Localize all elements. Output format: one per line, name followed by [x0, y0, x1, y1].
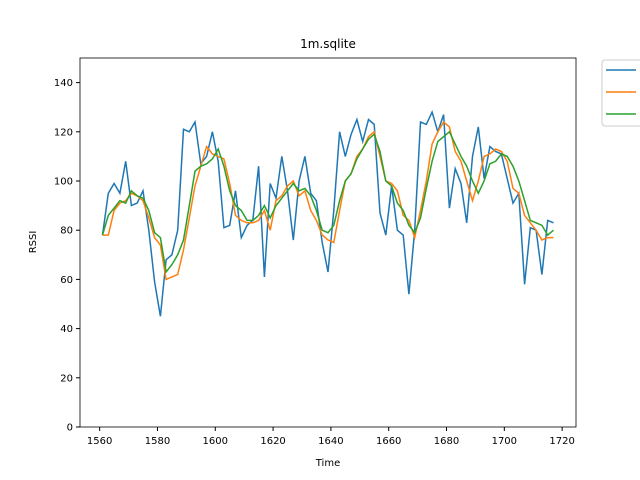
- x-tick-label: 1700: [492, 436, 517, 447]
- y-tick-label: 40: [60, 324, 73, 335]
- y-tick-label: 140: [54, 78, 73, 89]
- plot-frame: [79, 57, 577, 428]
- y-tick-label: 120: [54, 127, 73, 138]
- series-line: [102, 120, 554, 281]
- x-tick-label: 1660: [376, 436, 401, 447]
- y-tick-label: 20: [60, 373, 73, 384]
- y-tick-label: 100: [54, 177, 73, 188]
- x-tick-label: 1680: [434, 436, 459, 447]
- x-tick-label: 1720: [549, 436, 574, 447]
- x-tick-label: 1600: [203, 436, 228, 447]
- series-line: [101, 130, 554, 274]
- legend-box: [601, 59, 640, 127]
- chart-title: 1m.sqlite: [300, 37, 356, 51]
- y-axis-label: RSSI: [28, 231, 39, 254]
- x-tick-label: 1580: [145, 436, 170, 447]
- x-tick-label: 1560: [87, 436, 112, 447]
- y-tick-label: 60: [60, 275, 73, 286]
- y-tick-label: 80: [60, 226, 73, 237]
- x-tick-label: 1640: [318, 436, 343, 447]
- x-axis-label: Time: [315, 458, 340, 469]
- y-tick-label: 0: [67, 423, 73, 434]
- series-line: [101, 109, 554, 317]
- x-tick-label: 1620: [260, 436, 285, 447]
